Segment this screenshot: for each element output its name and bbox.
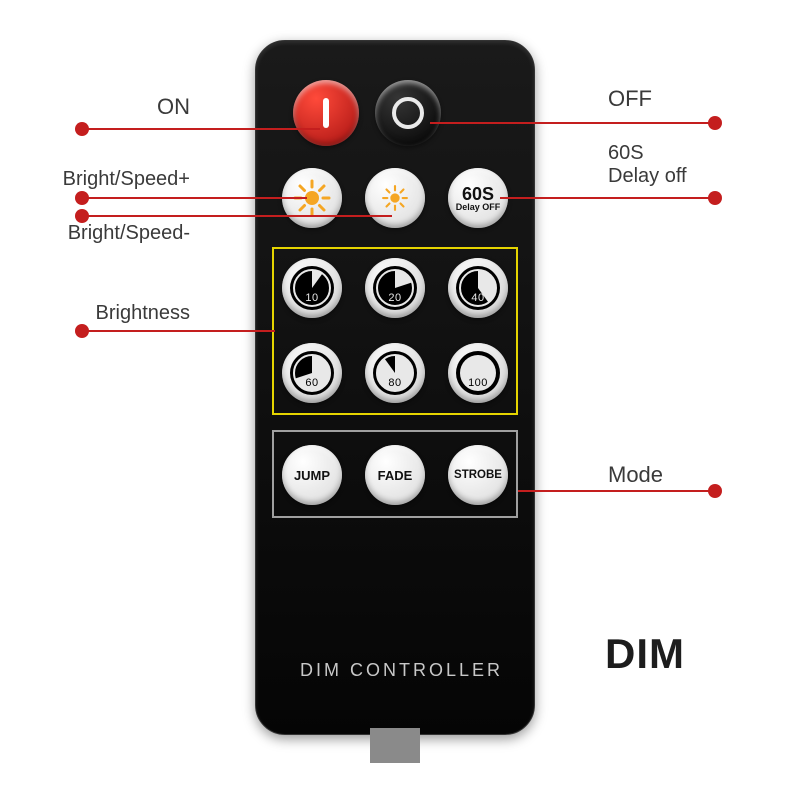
brightness-80-button[interactable]: 80 (365, 343, 425, 403)
callout-dot-icon (708, 484, 722, 498)
dim-heading: DIM (605, 630, 685, 678)
brightness-60-button[interactable]: 60 (282, 343, 342, 403)
dial-icon: 20 (373, 266, 417, 310)
mode-label: STROBE (454, 469, 502, 481)
callout-dot-icon (75, 209, 89, 223)
callout-bright-up-label: Bright/Speed+ (10, 168, 190, 191)
power-off-icon (392, 97, 424, 129)
on-button[interactable] (293, 80, 359, 146)
controller-label: DIM CONTROLLER (300, 660, 503, 681)
jump-mode-button[interactable]: JUMP (282, 445, 342, 505)
dial-icon: 10 (290, 266, 334, 310)
callout-line (82, 330, 275, 332)
callout-line (500, 197, 715, 199)
remote-foot (370, 728, 420, 763)
delay-off-label: 60S Delay OFF (456, 185, 501, 212)
bright-down-button[interactable] (365, 168, 425, 228)
callout-dot-icon (75, 191, 89, 205)
dial-icon: 80 (373, 351, 417, 395)
callout-dot-icon (708, 116, 722, 130)
brightness-10-button[interactable]: 10 (282, 258, 342, 318)
callout-delay-label: 60S Delay off (608, 142, 687, 188)
brightness-40-button[interactable]: 40 (448, 258, 508, 318)
callout-dot-icon (708, 191, 722, 205)
dial-icon: 40 (456, 266, 500, 310)
callout-dot-icon (75, 324, 89, 338)
callout-line (82, 197, 307, 199)
dial-icon: 100 (456, 351, 500, 395)
sun-small-icon (378, 181, 412, 215)
mode-label: JUMP (294, 468, 330, 483)
callout-mode-label: Mode (608, 462, 663, 488)
callout-dot-icon (75, 122, 89, 136)
callout-line (82, 215, 392, 217)
callout-on-label: ON (20, 94, 190, 120)
callout-bright-down-label: Bright/Speed- (10, 222, 190, 245)
brightness-20-button[interactable]: 20 (365, 258, 425, 318)
strobe-mode-button[interactable]: STROBE (448, 445, 508, 505)
mode-label: FADE (378, 468, 413, 483)
delay-off-button[interactable]: 60S Delay OFF (448, 168, 508, 228)
fade-mode-button[interactable]: FADE (365, 445, 425, 505)
callout-line (518, 490, 715, 492)
callout-brightness-label: Brightness (10, 302, 190, 325)
power-on-icon (323, 98, 329, 128)
callout-line (82, 128, 320, 130)
off-button[interactable] (375, 80, 441, 146)
brightness-100-button[interactable]: 100 (448, 343, 508, 403)
dial-icon: 60 (290, 351, 334, 395)
callout-line (430, 122, 715, 124)
callout-off-label: OFF (608, 86, 652, 112)
